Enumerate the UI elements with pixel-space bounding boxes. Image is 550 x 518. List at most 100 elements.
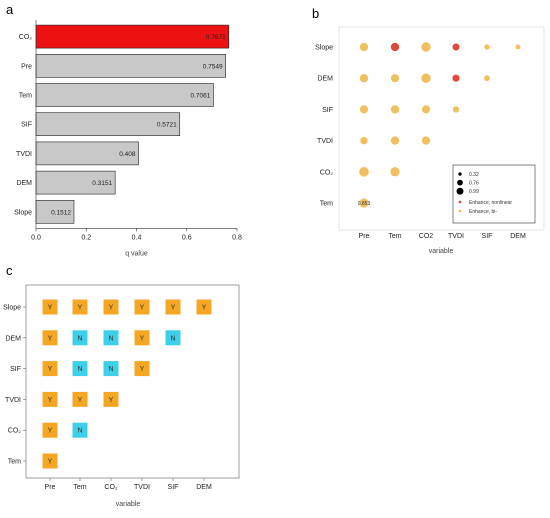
- c-cell-2: [103, 299, 119, 315]
- b-point-5: [515, 44, 521, 50]
- panel-a-label: a: [6, 2, 14, 17]
- b-legend-size-dot-0: [458, 172, 462, 176]
- b-y-tick-label-2: TVDI: [317, 138, 333, 145]
- b-y-tick-label-4: DEM: [317, 76, 333, 83]
- c-y-tick-label-1: CO₂: [8, 428, 22, 435]
- bar-value-label-3: 0.5721: [157, 122, 177, 129]
- c-x-tick-label-2: CO₂: [104, 484, 118, 491]
- c-cell-label-19: N: [77, 428, 82, 435]
- bar-value-label-4: 0.408: [119, 151, 136, 158]
- panel-b-frame: [338, 26, 545, 231]
- c-x-axis-title: variable: [116, 501, 141, 508]
- panel-b-label: b: [312, 6, 319, 21]
- b-legend-size-label-0: 0.32: [469, 172, 479, 178]
- b-point-6: [359, 74, 369, 83]
- bar-value-label-5: 0.3151: [92, 180, 112, 187]
- c-y-tick-label-0: Tem: [8, 459, 21, 466]
- b-legend-size-dot-2: [456, 187, 464, 195]
- c-cell-5: [196, 299, 212, 315]
- c-cell-label-10: N: [170, 335, 175, 342]
- c-cell-12: [72, 361, 88, 377]
- c-cell-0: [42, 299, 58, 315]
- c-cell-20: [42, 453, 58, 469]
- c-x-tick-label-5: DEM: [196, 484, 212, 491]
- c-cell-16: [72, 391, 88, 407]
- c-cell-label-16: Y: [78, 397, 83, 404]
- c-cell-label-14: Y: [140, 366, 145, 373]
- bar-value-label-6: 0.1512: [51, 209, 71, 216]
- c-cell-17: [103, 391, 119, 407]
- b-point-1: [390, 42, 400, 52]
- b-x-tick-label-1: Tem: [388, 233, 401, 240]
- c-cell-label-0: Y: [48, 305, 53, 312]
- b-point-15: [360, 136, 368, 145]
- panel-c-label: c: [6, 263, 13, 278]
- b-point-17: [421, 136, 431, 145]
- c-cell-label-18: Y: [48, 428, 53, 435]
- c-x-tick-label-4: SIF: [168, 484, 179, 491]
- c-cell-15: [42, 391, 58, 407]
- b-point-18: [359, 166, 369, 177]
- panel-c-frame: [25, 284, 240, 479]
- bar-1: [35, 53, 226, 78]
- b-point-11: [359, 105, 369, 114]
- b-x-tick-label-4: SIF: [482, 233, 493, 240]
- b-y-tick-label-1: CO₂: [320, 169, 334, 176]
- c-cell-label-8: N: [108, 335, 113, 342]
- b-legend-type-label-0: Enhance, nonlinear: [469, 200, 512, 206]
- x-tick-label-3: 0.6: [182, 234, 192, 241]
- panel-c-matrix: Tem CO₂ TVDI SIF DEM Slope Pre Tem CO₂ TVDI SIF DEM…: [3, 299, 212, 508]
- b-legend-box: [452, 164, 536, 224]
- c-cell-label-4: Y: [171, 305, 176, 312]
- b-point-20: [359, 198, 369, 208]
- c-cell-14: [134, 361, 150, 377]
- bar-0: [35, 24, 230, 49]
- bar-category-label-3: SIF: [21, 122, 32, 129]
- c-cell-label-11: Y: [48, 366, 53, 373]
- b-legend-size-label-2: 0.99: [469, 189, 479, 195]
- c-cell-11: [42, 361, 58, 377]
- bar-category-label-1: Pre: [21, 63, 32, 70]
- c-cell-label-13: N: [108, 366, 113, 373]
- c-cell-label-3: Y: [140, 305, 145, 312]
- b-point-12: [390, 105, 400, 114]
- b-y-tick-label-5: Slope: [315, 45, 333, 52]
- c-cell-label-15: Y: [48, 397, 53, 404]
- c-cell-7: [72, 330, 88, 346]
- b-point-13: [421, 105, 431, 114]
- b-x-axis-title: variable: [429, 248, 454, 255]
- bar-category-label-0: CO₂: [19, 34, 33, 41]
- c-cell-label-17: Y: [109, 397, 114, 404]
- b-legend-type-dot-0: [458, 200, 462, 204]
- b-legend-size-dot-1: [457, 179, 463, 186]
- bar-category-label-4: TVDI: [16, 151, 32, 158]
- b-point-16: [390, 136, 400, 145]
- b-x-tick-label-3: TVDI: [448, 233, 464, 240]
- b-point-3: [452, 43, 460, 51]
- c-x-tick-label-0: Pre: [45, 484, 56, 491]
- bar-2: [35, 83, 214, 107]
- c-cell-1: [72, 299, 88, 315]
- c-cell-4: [165, 299, 181, 315]
- c-cell-label-6: Y: [48, 335, 53, 342]
- c-cell-13: [103, 361, 119, 377]
- c-cell-label-2: Y: [109, 305, 114, 312]
- c-y-tick-label-2: TVDI: [5, 397, 21, 404]
- c-cell-18: [42, 422, 58, 438]
- b-point-10: [484, 75, 490, 82]
- b-legend-type-dot-1: [458, 209, 462, 213]
- c-cell-3: [134, 299, 150, 315]
- x-tick-label-0: 0.0: [31, 234, 41, 241]
- c-y-tick-label-4: DEM: [5, 335, 21, 342]
- c-cell-label-20: Y: [48, 459, 53, 466]
- c-cell-10: [165, 330, 181, 346]
- panel-a-bar-chart: CO₂ 0.7671 Pre 0.7549 Tem 0.7061 SIF 0.5721 TVDI…: [14, 20, 242, 257]
- c-y-tick-label-3: SIF: [10, 366, 21, 373]
- c-cell-label-7: N: [77, 335, 82, 342]
- bar-category-label-6: Slope: [14, 209, 32, 216]
- b-point-0: [359, 42, 369, 52]
- c-y-tick-label-5: Slope: [3, 305, 21, 312]
- b-y-tick-label-0: Tem: [320, 201, 333, 208]
- bar-category-label-5: DEM: [16, 180, 32, 187]
- c-cell-label-12: N: [77, 366, 82, 373]
